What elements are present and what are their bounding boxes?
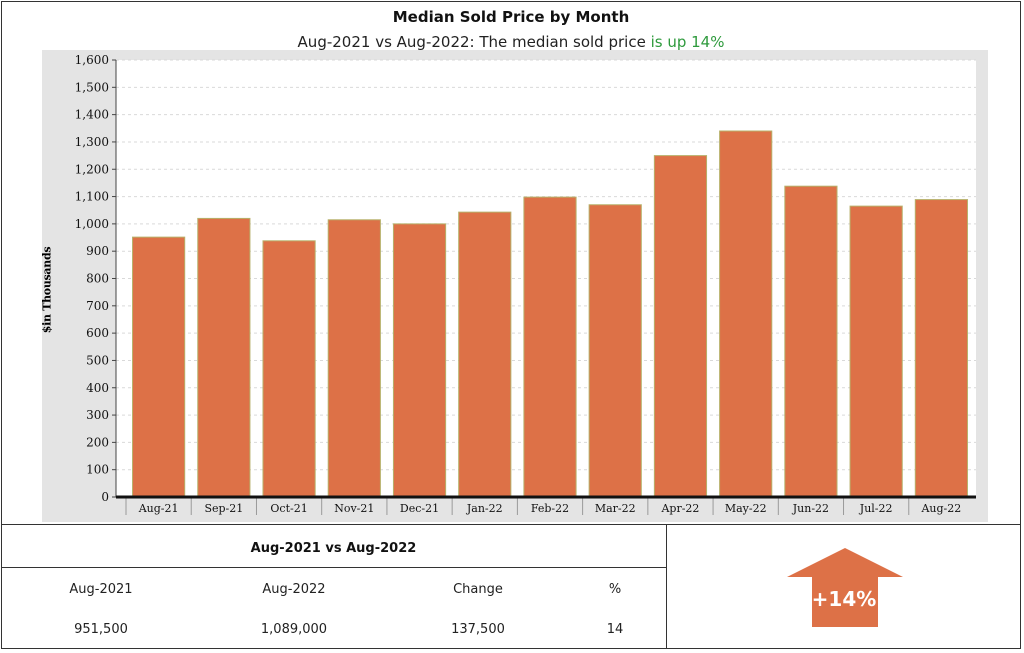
- bar-chart: 0 100 200 300 400 500 600 700 800 900 1,000 1,100 1,…: [75, 53, 976, 515]
- bar: [132, 236, 186, 498]
- y-tick-label: 200: [86, 435, 109, 449]
- y-tick-label: 1,600: [75, 53, 109, 67]
- y-tick-label: 1,100: [75, 190, 109, 204]
- x-tick-label: May-22: [725, 502, 767, 515]
- summary-value-change: 137,500: [451, 622, 505, 637]
- chart-subtitle: Aug-2021 vs Aug-2022: The median sold pr…: [0, 33, 1022, 51]
- summary-value-percent: 14: [606, 622, 624, 637]
- x-tick-label: Oct-21: [270, 502, 307, 515]
- subtitle-text: Aug-2021 vs Aug-2022: The median sold pr…: [297, 33, 651, 51]
- bar: [719, 130, 773, 498]
- bar: [327, 219, 381, 498]
- section-divider: [1, 524, 1021, 525]
- y-tick-label: 900: [86, 244, 109, 258]
- y-axis-label: $in Thousands: [40, 246, 54, 334]
- summary-header-aug2021: Aug-2021: [69, 582, 133, 597]
- y-tick-label: 400: [86, 381, 109, 395]
- summary-table: Aug-2021 vs Aug-2022 Aug-2021 Aug-2022 C…: [1, 525, 666, 649]
- y-tick-label: 600: [86, 326, 109, 340]
- bar: [784, 185, 838, 498]
- summary-header-aug2022: Aug-2022: [262, 582, 326, 597]
- bar: [458, 211, 512, 498]
- x-tick-label: Aug-21: [138, 502, 179, 515]
- x-tick-label: Mar-22: [595, 502, 636, 515]
- summary-header-change: Change: [453, 582, 503, 597]
- chart-title: Median Sold Price by Month: [392, 8, 630, 26]
- y-tick-label: 1,000: [75, 217, 109, 231]
- summary-divider: [666, 525, 667, 649]
- y-tick-label: 1,500: [75, 80, 109, 94]
- y-tick-label: 1,200: [75, 162, 109, 176]
- change-indicator-label: +14%: [811, 587, 877, 611]
- change-indicator: +14%: [667, 525, 1021, 649]
- y-tick-label: 300: [86, 408, 109, 422]
- x-tick-label: Nov-21: [334, 502, 374, 515]
- x-tick-label: Aug-22: [920, 502, 961, 515]
- y-tick-label: 1,300: [75, 135, 109, 149]
- bar: [392, 223, 447, 498]
- x-tick-label: Jan-22: [466, 502, 503, 515]
- x-tick-label: Dec-21: [400, 502, 439, 515]
- bar: [914, 199, 968, 498]
- y-tick-label: 700: [86, 299, 109, 313]
- summary-header-percent: %: [608, 582, 622, 597]
- x-tick-label: Apr-22: [660, 502, 699, 515]
- summary-rule: [1, 567, 666, 568]
- x-tick-label: Jul-22: [859, 502, 893, 515]
- x-tick-label: Sep-21: [204, 502, 243, 515]
- arrow-up-icon: [787, 548, 903, 627]
- y-tick-label: 0: [101, 490, 109, 504]
- bar: [262, 240, 316, 498]
- summary-value-aug2022: 1,089,000: [260, 622, 328, 637]
- chart-area: 0 100 200 300 400 500 600 700 800 900 1,000 1,100 1,…: [42, 50, 988, 522]
- y-tick-label: 100: [86, 463, 109, 477]
- bar: [197, 217, 251, 498]
- bar: [523, 196, 577, 498]
- bar: [588, 204, 642, 498]
- x-tick-label: Jun-22: [792, 502, 829, 515]
- y-tick-label: 800: [86, 272, 109, 286]
- y-tick-label: 500: [86, 353, 109, 367]
- bar: [849, 205, 903, 498]
- summary-value-aug2021: 951,500: [74, 622, 128, 637]
- summary-title: Aug-2021 vs Aug-2022: [250, 541, 417, 556]
- bar: [653, 155, 708, 498]
- y-tick-label: 1,400: [75, 108, 109, 122]
- subtitle-highlight: is up 14%: [650, 33, 725, 51]
- x-tick-label: Feb-22: [531, 502, 569, 515]
